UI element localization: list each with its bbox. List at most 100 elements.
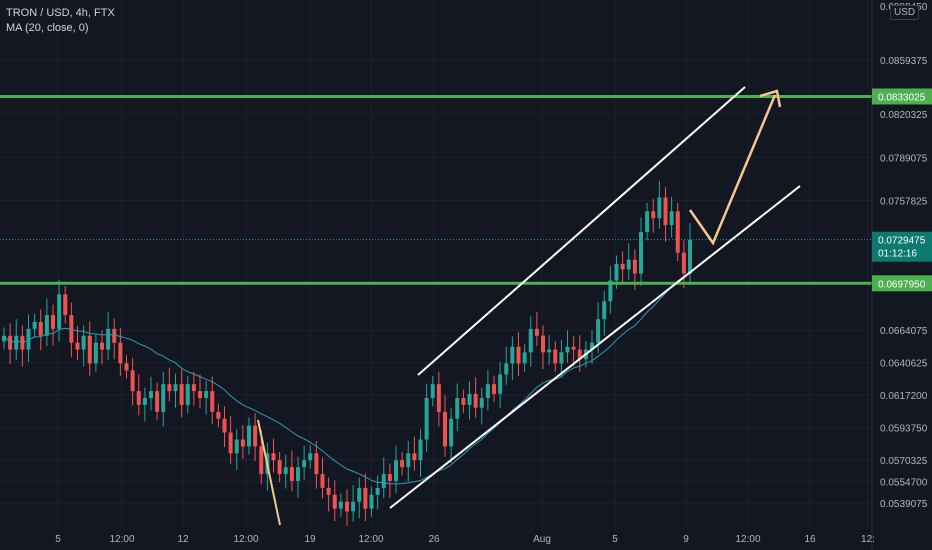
candle-body bbox=[210, 391, 215, 412]
candle-body bbox=[357, 487, 362, 502]
price-axis-bg bbox=[872, 0, 932, 550]
candle-body bbox=[669, 211, 674, 226]
candle-body bbox=[443, 411, 447, 447]
candle-body bbox=[87, 335, 92, 364]
descending-line bbox=[257, 419, 281, 526]
price-tick-label: 0.0789075 bbox=[880, 153, 928, 164]
candle-body bbox=[645, 211, 650, 233]
price-tick-label: 0.0570325 bbox=[880, 456, 928, 467]
candle-body bbox=[57, 294, 62, 329]
candle-body bbox=[602, 301, 607, 320]
grid bbox=[0, 0, 872, 527]
candle-body bbox=[228, 432, 233, 454]
price-labels: 0.0833025 0.0697950 0.0729475 01:12:16 bbox=[872, 88, 932, 292]
ma-line bbox=[3, 271, 691, 485]
candle-body bbox=[424, 397, 429, 440]
candle-body bbox=[381, 474, 386, 488]
candle-body bbox=[75, 342, 80, 350]
time-tick-label: 26 bbox=[428, 534, 440, 545]
candle-body bbox=[338, 501, 343, 509]
candle-body bbox=[406, 453, 411, 468]
candle-body bbox=[191, 384, 196, 392]
candle-body bbox=[479, 397, 484, 408]
projection-arrowhead bbox=[759, 89, 782, 108]
candle-body bbox=[504, 363, 509, 375]
candle-body bbox=[565, 346, 570, 353]
candle-body bbox=[547, 349, 552, 353]
indicator-label[interactable]: MA (20, close, 0) bbox=[6, 22, 89, 34]
candle-body bbox=[436, 384, 441, 412]
symbol-title[interactable]: TRON / USD, 4h, FTX bbox=[6, 7, 115, 19]
candle-body bbox=[681, 252, 686, 274]
candle-body bbox=[626, 259, 631, 270]
time-tick-label: 12:00 bbox=[735, 534, 760, 545]
candle-body bbox=[155, 391, 160, 412]
time-tick-label: 9 bbox=[683, 534, 689, 545]
candle-body bbox=[467, 393, 472, 405]
price-tick-label: 0.0757825 bbox=[880, 196, 928, 207]
candle-body bbox=[118, 342, 123, 364]
candle-body bbox=[614, 263, 619, 281]
candle-body bbox=[100, 342, 104, 350]
candle-body bbox=[142, 397, 147, 405]
candle-body bbox=[596, 319, 601, 343]
candle-body bbox=[198, 391, 202, 398]
candles bbox=[2, 180, 692, 526]
horizontal-levels bbox=[0, 94, 872, 285]
candle-body bbox=[412, 453, 417, 461]
candle-body bbox=[400, 460, 405, 468]
time-tick-label: 12: bbox=[861, 534, 875, 545]
candle-body bbox=[553, 349, 558, 364]
candle-body bbox=[2, 335, 6, 342]
level-price-label: 0.0697950 bbox=[878, 279, 926, 290]
time-tick-label: 12 bbox=[177, 534, 189, 545]
candle-body bbox=[32, 321, 37, 329]
candle-body bbox=[51, 315, 55, 329]
candle-body bbox=[351, 501, 356, 512]
level-price-label: 0.0833025 bbox=[878, 92, 926, 103]
time-tick-label: 12:00 bbox=[109, 534, 134, 545]
channel-upper-line bbox=[417, 86, 746, 376]
candle-body bbox=[449, 418, 454, 447]
candle-body bbox=[663, 197, 668, 226]
level-price-tag bbox=[872, 275, 932, 292]
candle-body bbox=[369, 494, 374, 509]
candle-body bbox=[455, 397, 460, 419]
candle-body bbox=[44, 315, 49, 336]
candle-body bbox=[620, 263, 625, 270]
candle-body bbox=[461, 397, 466, 405]
time-tick-label: 12:00 bbox=[233, 534, 258, 545]
candle-body bbox=[130, 370, 135, 392]
candle-body bbox=[234, 439, 239, 454]
candle-body bbox=[387, 474, 392, 481]
candle-body bbox=[657, 197, 662, 219]
price-tick-label: 0.0859375 bbox=[880, 56, 928, 67]
candle-body bbox=[320, 474, 325, 488]
candle-body bbox=[124, 363, 129, 371]
time-tick-label: 16 bbox=[804, 534, 816, 545]
candle-body bbox=[179, 384, 184, 405]
candle-body bbox=[81, 335, 86, 350]
candle-body bbox=[418, 439, 423, 461]
candle-body bbox=[332, 494, 337, 509]
candle-body bbox=[651, 211, 656, 219]
candle-body bbox=[345, 501, 349, 512]
candle-body bbox=[112, 328, 117, 343]
candle-body bbox=[240, 439, 245, 447]
price-axis: 0.0859375 0.0820325 0.0789075 0.0757825 0.06… bbox=[871, 0, 932, 550]
candle-body bbox=[167, 384, 172, 392]
candle-body bbox=[308, 453, 313, 461]
candle-body bbox=[271, 453, 276, 461]
projection-path bbox=[688, 94, 777, 246]
candle-body bbox=[149, 391, 153, 398]
candle-body bbox=[485, 384, 490, 398]
candle-body bbox=[577, 349, 582, 360]
time-axis: 5 12:00 12 12:00 19 12:00 26 Aug 5 9 12:00 16 12: bbox=[55, 534, 875, 545]
candle-body bbox=[173, 384, 178, 392]
candle-body bbox=[204, 391, 209, 398]
currency-badge[interactable]: USD bbox=[890, 5, 920, 20]
candle-body bbox=[590, 342, 594, 350]
price-tick-label: 0.0820325 bbox=[880, 110, 928, 121]
